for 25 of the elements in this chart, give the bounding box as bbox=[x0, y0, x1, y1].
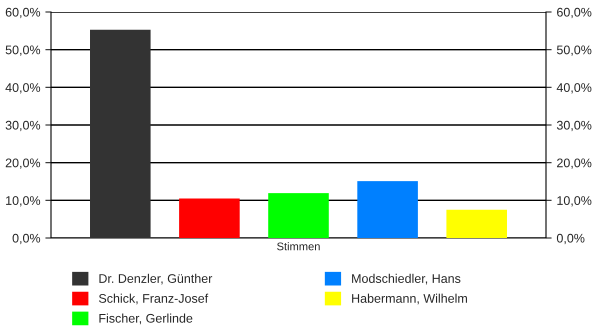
text: 30,0% bbox=[556, 120, 592, 132]
text: 60,0% bbox=[557, 8, 592, 18]
y-tick-label: 20,0% bbox=[6, 158, 40, 169]
text: 10,0% bbox=[557, 196, 592, 206]
legend-label: Dr. Denzler, Günther bbox=[99, 274, 212, 284]
bar bbox=[179, 198, 240, 238]
y-tick-label: 30,0% bbox=[6, 120, 40, 132]
legend-label: Habermann, Wilhelm bbox=[352, 294, 467, 304]
legend-label: Modschiedler, Hans bbox=[352, 274, 460, 284]
y-tick-label: 40,0% bbox=[5, 83, 40, 94]
bar bbox=[268, 193, 329, 238]
y-tick-label: 50,0% bbox=[6, 45, 40, 56]
bar bbox=[357, 181, 418, 238]
bar bbox=[90, 30, 151, 238]
legend-label: Fischer, Gerlinde bbox=[99, 314, 192, 324]
text: 40,0% bbox=[556, 83, 592, 94]
y-tick-label: 10,0% bbox=[6, 196, 40, 206]
x-tick-label: Stimmen bbox=[277, 242, 320, 250]
legend-label: Schick, Franz-Josef bbox=[98, 294, 208, 304]
y-tick-label: 0,0% bbox=[12, 234, 40, 244]
bar bbox=[446, 210, 507, 238]
text: 0,0% bbox=[556, 234, 584, 244]
y-tick-label: 60,0% bbox=[6, 8, 40, 18]
text: 50,0% bbox=[556, 45, 592, 56]
text: 20,0% bbox=[557, 158, 592, 169]
